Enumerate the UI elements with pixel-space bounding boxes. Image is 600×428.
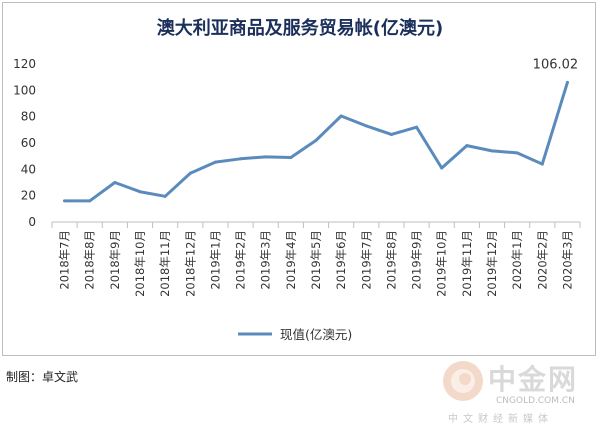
data-point (113, 181, 117, 184)
chart-title: 澳大利亚商品及服务贸易帐(亿澳元) (157, 17, 443, 39)
x-tick-label: 2018年7月 (58, 230, 72, 290)
y-tick-label: 0 (28, 215, 36, 229)
x-tick-label: 2020年1月 (510, 230, 524, 290)
data-point (213, 160, 217, 164)
y-tick-label: 120 (13, 57, 36, 71)
legend: 现值(亿澳元) (238, 327, 352, 342)
x-tick-label: 2019年8月 (384, 230, 398, 290)
data-point (63, 199, 67, 203)
y-tick-label: 60 (21, 136, 36, 150)
data-point (364, 124, 368, 128)
x-tick-label: 2018年10月 (133, 230, 147, 297)
chart-frame (2, 2, 596, 356)
y-tick-label: 80 (21, 110, 36, 124)
watermark-name: 中金网 (488, 363, 579, 396)
data-point (465, 144, 469, 148)
data-point (163, 194, 167, 198)
x-tick-label: 2018年8月 (83, 230, 97, 290)
data-point (264, 155, 268, 159)
data-point (88, 199, 92, 203)
x-tick-label: 2020年3月 (560, 230, 574, 290)
data-point (515, 151, 519, 155)
x-tick-label: 2019年2月 (234, 230, 248, 290)
data-point (289, 155, 293, 159)
x-tick-label: 2018年9月 (108, 230, 122, 290)
data-point (239, 157, 243, 161)
x-tick-label: 2019年4月 (284, 230, 298, 290)
y-tick-label: 20 (21, 189, 36, 203)
series-points (63, 80, 569, 203)
data-point (565, 80, 569, 84)
x-tick-label: 2019年7月 (359, 230, 373, 290)
last-value-label: 106.02 (533, 57, 579, 72)
watermark-url: CNGOLD.COM.CN (496, 396, 575, 406)
data-point (339, 114, 343, 118)
legend-label: 现值(亿澳元) (280, 327, 352, 342)
data-point (490, 149, 494, 153)
watermark-tagline: 中文财经新媒体 (448, 414, 553, 425)
logo-icon (443, 361, 483, 401)
y-tick-label: 100 (13, 83, 36, 97)
watermark-logo: 中金网 CNGOLD.COM.CN 中文财经新媒体 (440, 356, 600, 428)
x-tick-label: 2019年11月 (460, 230, 474, 297)
x-tick-label: 2018年11月 (158, 230, 172, 297)
x-tick-label: 2019年9月 (410, 230, 424, 290)
data-point (138, 190, 142, 194)
x-tick-label: 2020年2月 (535, 230, 549, 290)
data-point (415, 125, 419, 129)
data-point (540, 162, 544, 166)
data-point (188, 171, 192, 175)
line-chart: 澳大利亚商品及服务贸易帐(亿澳元) 0 20 40 60 80 100 120 2018年7… (13, 17, 581, 342)
x-axis: 2018年7月 2018年8月 2018年9月 2018年10月 2018年11月 201… (51, 222, 581, 297)
x-tick-label: 2019年5月 (309, 230, 323, 290)
y-tick-label: 40 (21, 162, 36, 176)
x-tick-label: 2019年12月 (485, 230, 499, 297)
y-axis: 0 20 40 60 80 100 120 (13, 57, 36, 229)
x-tick-label: 2019年10月 (435, 230, 449, 297)
data-point (389, 132, 393, 136)
data-point (314, 138, 318, 142)
x-tick-label: 2018年12月 (183, 230, 197, 297)
x-tick-label: 2019年3月 (259, 230, 273, 290)
x-tick-label: 2019年1月 (208, 230, 222, 290)
chart-credit: 制图：卓文武 (6, 370, 79, 384)
data-point (440, 166, 444, 170)
x-tick-label: 2019年6月 (334, 230, 348, 290)
